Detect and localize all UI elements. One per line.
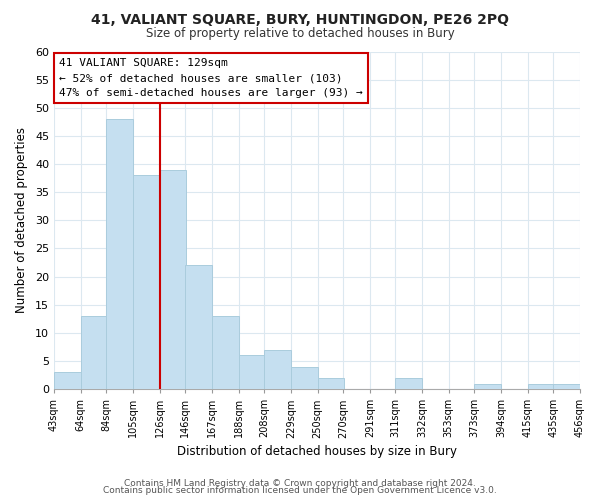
Text: Contains HM Land Registry data © Crown copyright and database right 2024.: Contains HM Land Registry data © Crown c…	[124, 478, 476, 488]
Text: 41, VALIANT SQUARE, BURY, HUNTINGDON, PE26 2PQ: 41, VALIANT SQUARE, BURY, HUNTINGDON, PE…	[91, 12, 509, 26]
Bar	[212, 316, 239, 389]
X-axis label: Distribution of detached houses by size in Bury: Distribution of detached houses by size …	[177, 444, 457, 458]
Bar	[395, 378, 422, 389]
Bar	[133, 176, 160, 389]
Bar	[160, 170, 187, 389]
Bar	[185, 266, 212, 389]
Bar	[239, 356, 265, 389]
Y-axis label: Number of detached properties: Number of detached properties	[15, 128, 28, 314]
Text: 41 VALIANT SQUARE: 129sqm
← 52% of detached houses are smaller (103)
47% of semi: 41 VALIANT SQUARE: 129sqm ← 52% of detac…	[59, 58, 363, 98]
Bar	[80, 316, 107, 389]
Bar	[317, 378, 344, 389]
Text: Contains public sector information licensed under the Open Government Licence v3: Contains public sector information licen…	[103, 486, 497, 495]
Bar	[106, 119, 133, 389]
Bar	[264, 350, 291, 389]
Bar	[528, 384, 554, 389]
Bar	[553, 384, 580, 389]
Bar	[54, 372, 80, 389]
Text: Size of property relative to detached houses in Bury: Size of property relative to detached ho…	[146, 28, 454, 40]
Bar	[291, 366, 317, 389]
Bar	[474, 384, 501, 389]
